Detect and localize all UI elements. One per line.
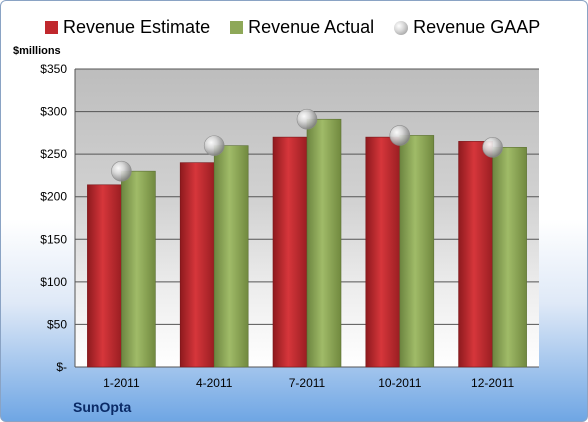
- legend-label-actual: Revenue Actual: [248, 17, 375, 37]
- marker-revenue-gaap: [296, 108, 318, 130]
- y-axis-label: $millions: [13, 45, 61, 57]
- bar-revenue-actual: [213, 145, 249, 368]
- legend-label-estimate: Revenue Estimate: [63, 17, 211, 37]
- bar-revenue-estimate: [272, 136, 308, 368]
- x-tick-label: 1-2011: [103, 376, 140, 390]
- y-tick-label: $250: [40, 147, 67, 161]
- legend-label-gaap: Revenue GAAP: [413, 17, 541, 37]
- y-tick-label: $300: [40, 105, 67, 119]
- bar-revenue-actual: [306, 118, 342, 368]
- bar-revenue-estimate: [458, 141, 493, 368]
- y-tick-label: $200: [40, 190, 67, 204]
- y-tick-label: $100: [40, 275, 67, 289]
- marker-revenue-gaap: [111, 160, 132, 182]
- x-tick-label: 10-2011: [378, 376, 421, 390]
- legend-swatch-estimate: [45, 21, 58, 34]
- bar-revenue-actual: [399, 135, 435, 368]
- y-tick-label: $350: [40, 62, 67, 76]
- bar-revenue-actual: [121, 170, 156, 368]
- marker-revenue-gaap: [203, 135, 225, 156]
- bar-revenue-actual: [492, 147, 527, 368]
- bar-revenue-estimate: [365, 136, 401, 368]
- legend-item-actual: Revenue Actual: [230, 17, 374, 38]
- legend-item-gaap: Revenue GAAP: [394, 17, 540, 38]
- legend-item-estimate: Revenue Estimate: [45, 17, 210, 38]
- y-tick-label: $-: [56, 360, 67, 374]
- y-tick-label: $50: [47, 317, 67, 331]
- company-name: SunOpta: [73, 399, 132, 415]
- bar-revenue-estimate: [179, 162, 215, 368]
- legend-swatch-actual: [230, 21, 244, 34]
- x-tick-label: 12-2011: [471, 376, 514, 390]
- legend-marker-gaap: [394, 20, 409, 35]
- x-tick-label: 7-2011: [289, 376, 326, 390]
- legend: Revenue Estimate Revenue Actual Revenue …: [45, 17, 560, 38]
- y-tick-label: $150: [40, 232, 67, 246]
- x-tick-label: 4-2011: [196, 376, 233, 390]
- bar-revenue-estimate: [87, 184, 122, 368]
- marker-revenue-gaap: [482, 137, 503, 158]
- marker-revenue-gaap: [389, 125, 411, 146]
